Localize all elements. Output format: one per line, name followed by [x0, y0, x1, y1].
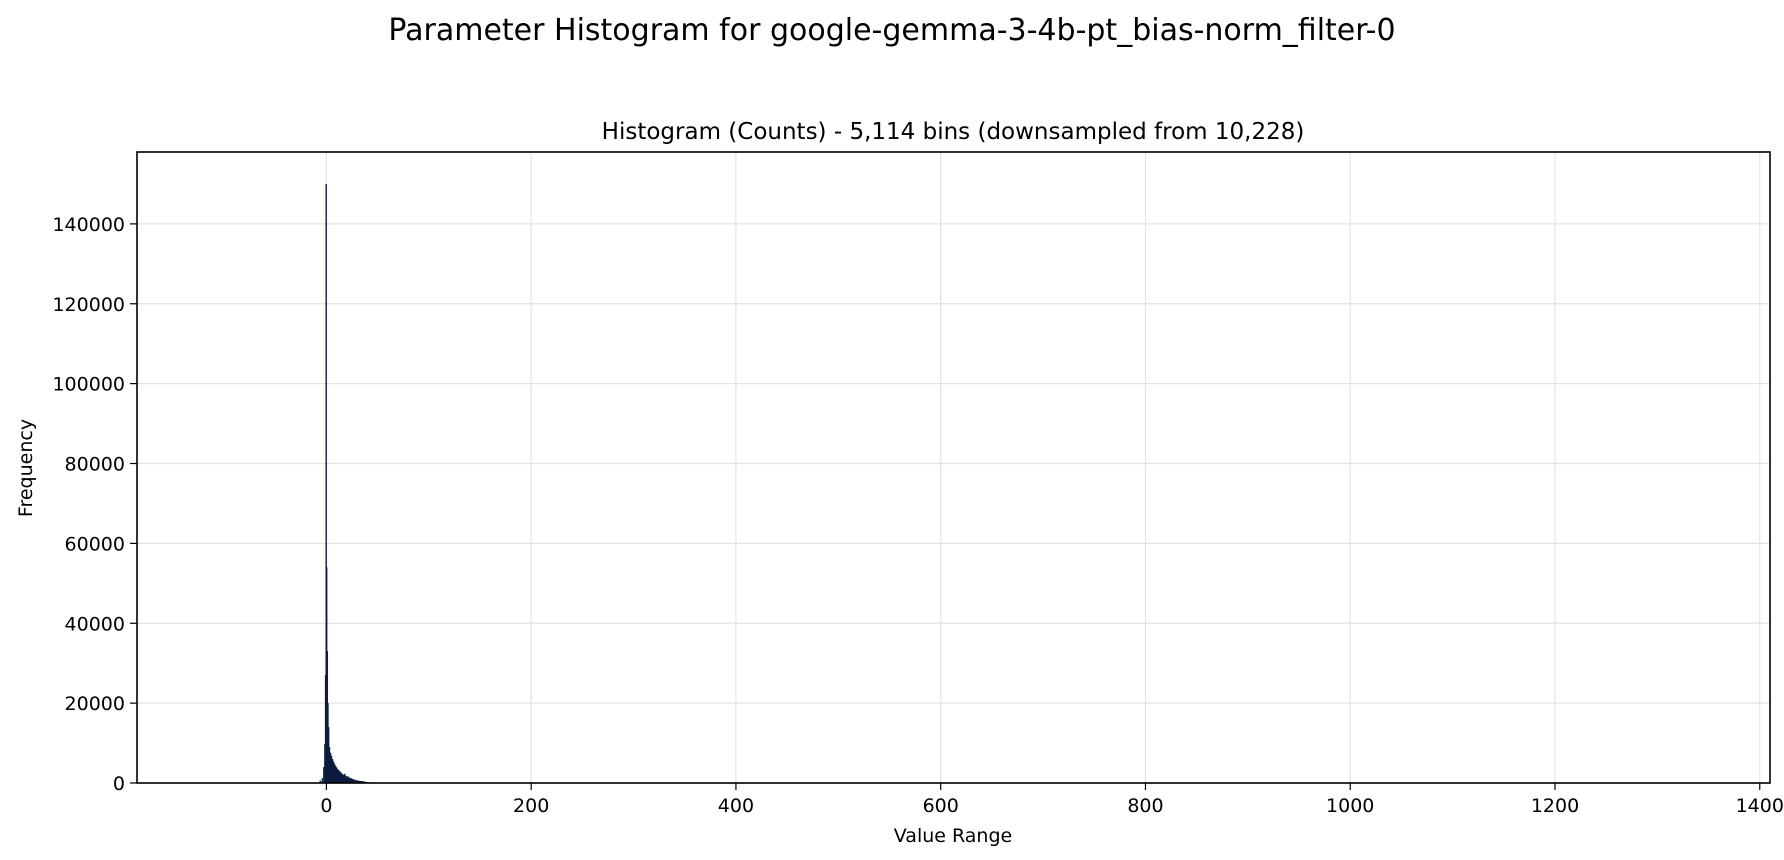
histogram-bar-24 [343, 775, 345, 783]
x-axis-ticks: 0 200 400 600 800 1000 1200 1400 [320, 783, 1784, 817]
y-tick-label-4: 80000 [65, 454, 125, 476]
histogram-bar-42 [361, 781, 363, 783]
histogram-bar-16 [334, 765, 337, 783]
y-tick-label-1: 20000 [65, 693, 125, 715]
histogram-bar-11 [329, 752, 332, 783]
histogram-bar-31 [350, 778, 352, 783]
histogram-bar-36 [355, 780, 357, 783]
histogram-bar-39 [358, 780, 360, 783]
histogram-bar-13 [331, 759, 334, 783]
x-axis-label: Value Range [894, 825, 1012, 847]
x-tick-label-2: 400 [718, 795, 754, 817]
axes-title: Histogram (Counts) - 5,114 bins (downsam… [602, 119, 1305, 145]
histogram-bar-8 [327, 703, 329, 783]
x-tick-label-5: 1000 [1326, 795, 1374, 817]
histogram-bar-41 [360, 781, 362, 783]
histogram-bar-37 [356, 780, 358, 783]
y-tick-label-7: 140000 [52, 214, 125, 236]
histogram-bar-26 [345, 775, 347, 783]
y-tick-label-5: 100000 [52, 374, 125, 396]
figure-suptitle: Parameter Histogram for google-gemma-3-4… [388, 13, 1395, 48]
plot-frame [136, 151, 1771, 784]
x-tick-label-1: 200 [513, 795, 549, 817]
histogram-bar-20 [339, 771, 341, 783]
histogram-bar-38 [357, 780, 359, 783]
histogram-bar-15 [333, 763, 336, 783]
histogram-bar-23 [342, 774, 344, 783]
histogram-bar-3 [324, 743, 326, 783]
histogram-bar-18 [336, 769, 339, 783]
histogram-bar-34 [353, 779, 355, 783]
x-tick-label-7: 1400 [1736, 795, 1784, 817]
histogram-bar-21 [340, 772, 342, 783]
histogram-bar-1 [321, 778, 324, 783]
x-tick-label-4: 800 [1127, 795, 1163, 817]
histogram-bar-19 [337, 770, 340, 783]
histogram-bar-14 [332, 761, 335, 783]
histogram-bar-27 [346, 776, 348, 783]
histogram-bar-32 [351, 778, 353, 783]
histogram-bar-10 [328, 747, 331, 783]
histogram-bar-30 [349, 777, 351, 783]
histogram-bar-17 [335, 767, 338, 783]
histogram-bar-2 [323, 767, 325, 783]
x-tick-label-0: 0 [320, 795, 332, 817]
histogram-bar-12 [330, 755, 333, 783]
histogram-bar-22 [341, 773, 343, 783]
histogram-bar-25 [344, 773, 346, 783]
histogram-bar-0 [319, 780, 321, 783]
histogram-bar-43 [362, 781, 364, 783]
histogram-bar-40 [359, 780, 361, 783]
histogram-bars [319, 183, 532, 784]
grid-lines [137, 152, 1770, 784]
histogram-bar-9 [327, 727, 330, 783]
x-tick-label-3: 600 [923, 795, 959, 817]
y-axis-ticks: 0 20000 40000 60000 80000 100000 120000 140000 [52, 214, 137, 795]
y-tick-label-6: 120000 [52, 294, 125, 316]
histogram-bar-35 [354, 779, 356, 783]
y-tick-label-0: 0 [113, 773, 125, 795]
x-tick-label-6: 1200 [1531, 795, 1579, 817]
y-tick-label-2: 40000 [65, 613, 125, 635]
histogram-bar-5 [325, 183, 327, 784]
y-tick-label-3: 60000 [65, 533, 125, 555]
histogram-bar-28 [347, 776, 349, 783]
histogram-bar-29 [348, 777, 350, 783]
histogram-bar-33 [352, 779, 354, 783]
y-axis-label: Frequency [15, 419, 37, 517]
